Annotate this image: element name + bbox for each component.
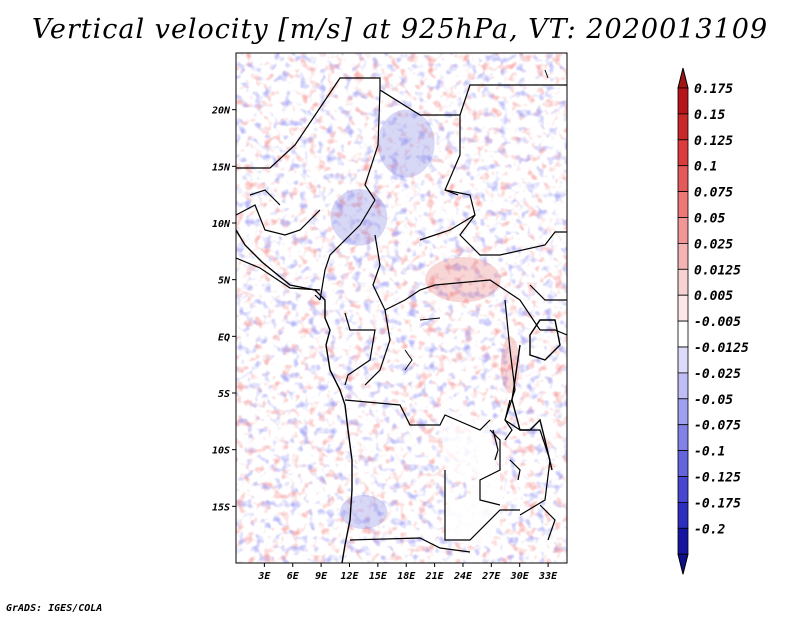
chart-title: Vertical velocity [m/s] at 925hPa, VT: 2… <box>31 14 769 45</box>
colorbar: 0.175 0.15 0.125 0.1 0.075 0.05 0.025 0.0125 0.0… <box>677 67 749 575</box>
y-tick-label: 20N <box>211 106 231 117</box>
coastline <box>236 229 561 563</box>
colorbar-label: 0.1 <box>694 160 717 175</box>
colorbar-swatch <box>677 424 689 452</box>
colorbar-label: -0.0125 <box>694 341 749 356</box>
colorbar-top-arrow <box>677 67 689 89</box>
x-tick-label: 24E <box>453 571 473 582</box>
map-frame <box>235 52 568 564</box>
y-tick-label: EQ <box>218 332 230 343</box>
colorbar-swatch <box>677 113 689 141</box>
colorbar-label: -0.075 <box>694 419 741 434</box>
colorbar-swatch <box>677 450 689 477</box>
field-region-1-negative <box>330 189 388 246</box>
y-tick-label: 5S <box>218 389 230 400</box>
y-tick-label: 15N <box>212 162 231 173</box>
colorbar-swatch <box>677 476 689 503</box>
colorbar-swatch <box>677 217 689 244</box>
colorbar-swatch <box>677 398 689 426</box>
field-region-3-negative <box>340 495 388 529</box>
lakes <box>314 294 556 541</box>
colorbar-label: 0.15 <box>694 108 725 123</box>
colorbar-label: -0.175 <box>694 496 741 511</box>
x-tick-label: 3E <box>257 571 271 582</box>
colorbar-label: -0.1 <box>694 445 725 460</box>
colorbar-swatch <box>677 139 689 167</box>
y-tick-label: 5N <box>218 276 231 287</box>
colorbar-swatch <box>677 242 689 270</box>
colorbar-swatch <box>677 165 689 192</box>
colorbar-swatch <box>677 372 689 400</box>
grads-credit: GrADS: IGES/COLA <box>6 603 103 614</box>
colorbar-label: 0.05 <box>694 212 725 227</box>
x-axis: 3E 6E 9E 12E 15E 18E 21E 24E 27E 30E 33E <box>257 563 558 582</box>
colorbar-label: 0.175 <box>694 82 733 97</box>
colorbar-label: 0.025 <box>694 237 733 252</box>
x-tick-label: 12E <box>340 571 359 582</box>
colorbar-label: -0.125 <box>694 471 741 486</box>
colorbar-swatch <box>677 346 689 374</box>
x-tick-label: 6E <box>287 571 300 582</box>
rivers <box>404 69 549 371</box>
colorbar-label: -0.025 <box>694 367 741 382</box>
x-tick-label: 18E <box>397 571 416 582</box>
colorbar-label: 0.075 <box>694 186 733 201</box>
colorbar-swatch <box>677 294 689 322</box>
map-plot-area <box>236 53 567 563</box>
colorbar-swatch <box>677 501 689 529</box>
y-tick-label: 10N <box>212 219 231 230</box>
y-tick-label: 10S <box>212 446 230 457</box>
country-borders <box>236 77 567 553</box>
x-tick-label: 33E <box>538 571 558 582</box>
field-region-2-negative <box>377 109 435 178</box>
x-tick-label: 15E <box>369 571 388 582</box>
field-region-4-positive <box>425 257 501 303</box>
colorbar-label: 0.0125 <box>694 263 741 278</box>
colorbar-swatch <box>677 320 689 348</box>
colorbar-label: 0.125 <box>694 134 733 149</box>
colorbar-swatch <box>677 87 689 115</box>
y-tick-label: 15S <box>212 502 230 513</box>
x-tick-label: 30E <box>510 571 530 582</box>
negative-velocity-field <box>236 53 567 563</box>
x-tick-label: 21E <box>425 571 445 582</box>
colorbar-swatch <box>677 191 689 218</box>
colorbar-label: -0.005 <box>694 315 741 330</box>
colorbar-swatch <box>677 527 689 555</box>
colorbar-bottom-arrow <box>677 553 689 575</box>
x-tick-label: 27E <box>481 571 501 582</box>
colorbar-swatch <box>677 268 689 296</box>
calm-area-zambia <box>440 420 495 480</box>
x-tick-label: 9E <box>315 571 328 582</box>
colorbar-label: -0.2 <box>694 522 725 537</box>
colorbar-label: -0.05 <box>694 393 733 408</box>
y-axis: 20N 15N 10N 5N EQ 5S 10S 15S <box>211 106 236 513</box>
calm-area-angola <box>350 400 500 545</box>
colorbar-label: 0.005 <box>694 289 733 304</box>
